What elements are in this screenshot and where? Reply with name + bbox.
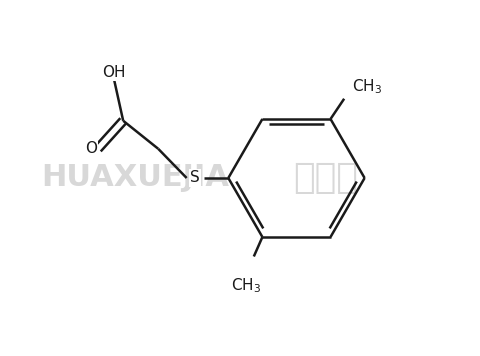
Text: CH$_3$: CH$_3$ <box>351 78 382 96</box>
Text: HUAXUEJIA: HUAXUEJIA <box>41 163 229 193</box>
Text: S: S <box>191 171 200 185</box>
Text: CH$_3$: CH$_3$ <box>231 276 261 295</box>
Text: OH: OH <box>102 64 125 80</box>
Text: 化学加: 化学加 <box>294 161 359 195</box>
Text: O: O <box>85 141 97 156</box>
